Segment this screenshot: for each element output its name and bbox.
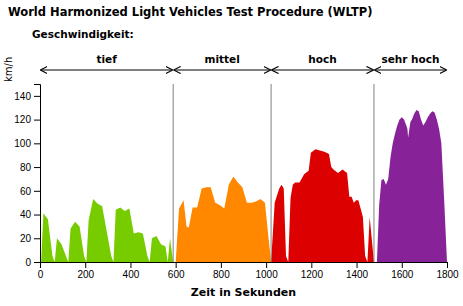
phase-arrow: [375, 69, 446, 70]
y-axis-title: km/h: [3, 57, 14, 82]
tick: 100: [14, 138, 40, 149]
tick-label: 1000: [255, 269, 278, 280]
tick-mark: [447, 262, 448, 268]
areas: [40, 84, 447, 262]
tick: 1800: [436, 262, 459, 280]
tick: 800: [213, 262, 230, 280]
tick-mark: [130, 262, 131, 268]
tick-mark: [266, 262, 267, 268]
tick: 1400: [346, 262, 369, 280]
phase-separator: [373, 84, 374, 262]
tick-label: 0: [25, 257, 31, 268]
plot: 0 200 400 600 800 1000 1200 1400 1600 1800 0 20 40 60…: [3, 57, 459, 299]
tick-label: 60: [20, 186, 32, 197]
tick-mark: [34, 262, 40, 263]
tick-mark: [34, 215, 40, 216]
x-axis: 0 200 400 600 800 1000 1200 1400 1600 1800: [38, 262, 459, 280]
tick-label: 80: [20, 162, 32, 173]
tick-label: 120: [14, 114, 31, 125]
phase-arrow: [174, 69, 270, 70]
tick-label: 800: [213, 269, 230, 280]
phase-label: hoch: [308, 53, 336, 65]
tick: 60: [20, 186, 40, 197]
phase-label: tief: [96, 53, 117, 65]
tick-label: 20: [20, 233, 32, 244]
tick-label: 140: [14, 91, 31, 102]
phase-separator: [173, 84, 174, 262]
phase-separator: [271, 84, 272, 262]
tick-mark: [34, 120, 40, 121]
tick: 400: [123, 262, 140, 280]
tick-label: 0: [38, 269, 44, 280]
tick-mark: [34, 167, 40, 168]
tick-mark: [311, 262, 312, 268]
phase-label: mittel: [204, 53, 239, 65]
title: World Harmonized Light Vehicles Test Pro…: [8, 5, 373, 19]
x-axis-title: Zeit in Sekunden: [191, 286, 296, 299]
tick: 40: [20, 209, 40, 220]
tick-mark: [85, 262, 86, 268]
chart: 0 200 400 600 800 1000 1200 1400 1600 1800 0 20 40 60…: [0, 0, 463, 306]
tick-mark: [34, 143, 40, 144]
phase-area: [374, 110, 447, 262]
tick-label: 200: [77, 269, 94, 280]
phase-area: [271, 149, 374, 262]
tick-mark: [221, 262, 222, 268]
tick-label: 1200: [301, 269, 324, 280]
tick: 200: [77, 262, 94, 280]
tick-label: 400: [123, 269, 140, 280]
tick-mark: [176, 262, 177, 268]
annotation: Geschwindigkeit:: [32, 28, 134, 40]
axis-line: [34, 85, 41, 263]
tick: 140: [14, 91, 40, 102]
phase-arrow: [272, 69, 373, 70]
tick: 0: [25, 257, 40, 268]
y-axis: 0 20 40 60 80 100 120 140: [14, 85, 40, 268]
tick-label: 600: [168, 269, 185, 280]
tick-mark: [357, 262, 358, 268]
tick: 600: [168, 262, 185, 280]
tick-mark: [402, 262, 403, 268]
axis-line: [41, 263, 448, 269]
tick: 80: [20, 162, 40, 173]
tick-label: 1600: [391, 269, 414, 280]
phase-arrow: [41, 69, 172, 70]
tick-label: 100: [14, 138, 31, 149]
tick: 1200: [301, 262, 324, 280]
phase-area: [173, 177, 271, 262]
phase-area: [40, 199, 173, 262]
tick: 20: [20, 233, 40, 244]
tick: 1000: [255, 262, 278, 280]
tick-label: 1800: [436, 269, 459, 280]
tick-mark: [34, 96, 40, 97]
tick-mark: [34, 238, 40, 239]
tick: 0: [38, 262, 44, 280]
tick: 120: [14, 114, 40, 125]
tick-label: 1400: [346, 269, 369, 280]
phase-label: sehr hoch: [381, 53, 439, 65]
tick-mark: [34, 191, 40, 192]
tick: 1600: [391, 262, 414, 280]
tick-label: 40: [20, 209, 32, 220]
